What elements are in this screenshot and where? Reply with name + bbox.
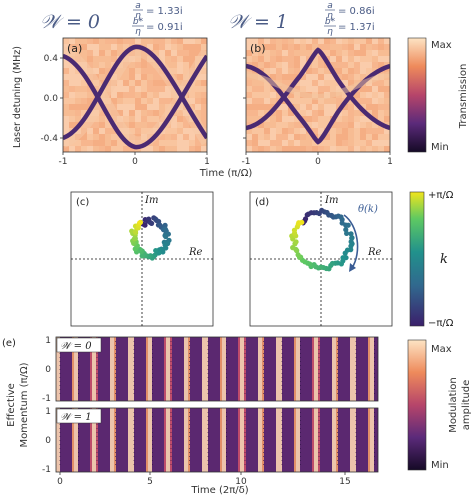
panel-a-ratio2: b* η = 0.91i <box>132 17 183 37</box>
x-tick-a-0: 0 <box>132 157 138 167</box>
k-colorbar: +π/Ω k −π/Ω <box>409 190 454 329</box>
panel-b-winding: 𝒲 = 1 <box>228 11 288 33</box>
ratio1-den: η <box>327 11 333 21</box>
strip-w0: 𝒲 = 0 <box>55 336 379 402</box>
theta-label: θ(k) <box>358 204 378 215</box>
phase-point <box>290 245 296 251</box>
panel-d-im: Im <box>324 195 338 206</box>
theta-arrow <box>343 214 359 269</box>
panel-d-re: Re <box>367 247 382 258</box>
phase-point <box>162 245 169 251</box>
panel-b-heatmap: (b) <box>245 37 391 153</box>
panel-d-label: (d) <box>255 197 269 208</box>
strip2-tick-0: 0 <box>45 436 51 446</box>
x-tick-b--1: -1 <box>242 157 251 167</box>
x-axis-label: Time (π/Ω) <box>199 168 253 179</box>
x-tick-0: 0 <box>57 477 63 487</box>
strip-w1-tag: 𝒲 = 1 <box>60 412 92 423</box>
modulation-colorbar: Max Min Modulation amplitude <box>407 339 472 471</box>
strip1-tick-0: 0 <box>45 365 51 375</box>
y-tick--0.4: -0.4 <box>40 134 58 144</box>
phase-point <box>149 220 155 226</box>
panel-c-re: Re <box>188 247 203 258</box>
panel-b-ratio1: a η = 0.86i <box>325 1 375 21</box>
strip1-tick-1: 1 <box>45 336 51 346</box>
ratio2-den: η <box>327 27 333 37</box>
colorbar-max: Max <box>431 40 452 51</box>
panel-b-label: (b) <box>250 42 266 55</box>
y-tick-0.4: 0.4 <box>44 54 59 64</box>
top-x-axis: -1 0 1 -1 0 1 Time (π/Ω) <box>59 152 393 179</box>
phase-point <box>299 219 305 225</box>
panel-c-plane: (c) Im Re <box>70 191 214 327</box>
panel-a-header: 𝒲 = 0 a η = 1.33i b* η = 0.91i <box>40 1 183 37</box>
x-tick-10: 10 <box>235 477 247 487</box>
phase-point <box>302 216 309 222</box>
panel-d-plane: (d) Im Re θ(k) <box>249 191 393 327</box>
k-label: k <box>440 252 448 267</box>
ratio2-num: b* <box>133 17 144 27</box>
bottom-x-axis: 0 5 10 15 Time (2π/δ) <box>57 472 351 496</box>
ratio1-num: a <box>135 1 141 11</box>
bottom-x-label: Time (2π/δ) <box>190 485 248 495</box>
x-tick-a--1: -1 <box>59 157 68 167</box>
strip2-tick-1: 1 <box>45 407 51 417</box>
ratio2-den: η <box>135 27 141 37</box>
strip2-tick--1: -1 <box>42 465 51 475</box>
phase-point <box>293 239 299 245</box>
phase-point <box>163 233 169 240</box>
bottom-y-label-1: Effective <box>6 383 17 427</box>
mod-max: Max <box>431 344 452 355</box>
colorbar-min: Min <box>431 142 449 153</box>
k-bottom: −π/Ω <box>428 318 454 329</box>
ratio1-val: = 0.86i <box>338 6 375 17</box>
phase-point <box>139 253 145 259</box>
panel-a-label: (a) <box>67 42 82 55</box>
bottom-y-axis: 1 0 -1 1 0 -1 Effective Momentum (π/Ω) <box>6 336 51 475</box>
top-y-axis: 0.4 0.0 -0.4 Laser detuning (MHz) <box>12 46 246 148</box>
x-tick-a-1: 1 <box>204 157 210 167</box>
panel-b-ratio2: b* η = 1.37i <box>324 17 375 37</box>
phase-point <box>348 231 354 237</box>
transmission-colorbar: Max Min Transmission <box>407 37 469 153</box>
panel-a-heatmap: (a) <box>62 37 208 153</box>
panel-b-header: 𝒲 = 1 a η = 0.86i b* η = 1.37i <box>228 1 375 37</box>
phase-point <box>291 227 298 233</box>
phase-point <box>342 250 348 256</box>
k-top: +π/Ω <box>428 190 454 201</box>
ratio1-num: a <box>327 1 333 11</box>
ratio2-val: = 0.91i <box>146 22 183 33</box>
ratio2-val: = 1.37i <box>338 22 375 33</box>
bottom-y-label-2: Momentum (π/Ω) <box>19 362 30 447</box>
ratio1-den: η <box>135 11 141 21</box>
phase-point <box>153 247 159 254</box>
phase-point <box>344 230 350 237</box>
ratio1-val: = 1.33i <box>146 6 183 17</box>
strip-w0-tag: 𝒲 = 0 <box>60 341 92 352</box>
panel-e-label: (e) <box>2 338 16 349</box>
panel-c-im: Im <box>144 195 158 206</box>
phase-point <box>142 222 148 228</box>
panel-a-winding: 𝒲 = 0 <box>40 11 100 33</box>
colorbar-label: Transmission <box>458 64 469 130</box>
phase-point <box>162 222 168 228</box>
x-tick-5: 5 <box>147 477 153 487</box>
x-tick-b-0: 0 <box>315 157 321 167</box>
phase-point <box>345 222 351 228</box>
strip1-tick--1: -1 <box>42 394 51 404</box>
panel-c-label: (c) <box>76 197 89 208</box>
y-axis-label: Laser detuning (MHz) <box>12 46 23 148</box>
mod-label-2: amplitude <box>461 380 472 431</box>
mod-label-1: Modulation <box>448 377 459 433</box>
phase-point <box>137 219 144 225</box>
panel-a-ratio1: a η = 1.33i <box>133 1 183 21</box>
x-tick-15: 15 <box>339 477 350 487</box>
ratio2-num: b* <box>325 17 336 27</box>
x-tick-b-1: 1 <box>387 157 393 167</box>
phase-point <box>295 252 301 258</box>
strip-w1: 𝒲 = 1 <box>55 407 379 473</box>
mod-min: Min <box>431 460 449 471</box>
y-tick-0.0: 0.0 <box>44 94 59 104</box>
